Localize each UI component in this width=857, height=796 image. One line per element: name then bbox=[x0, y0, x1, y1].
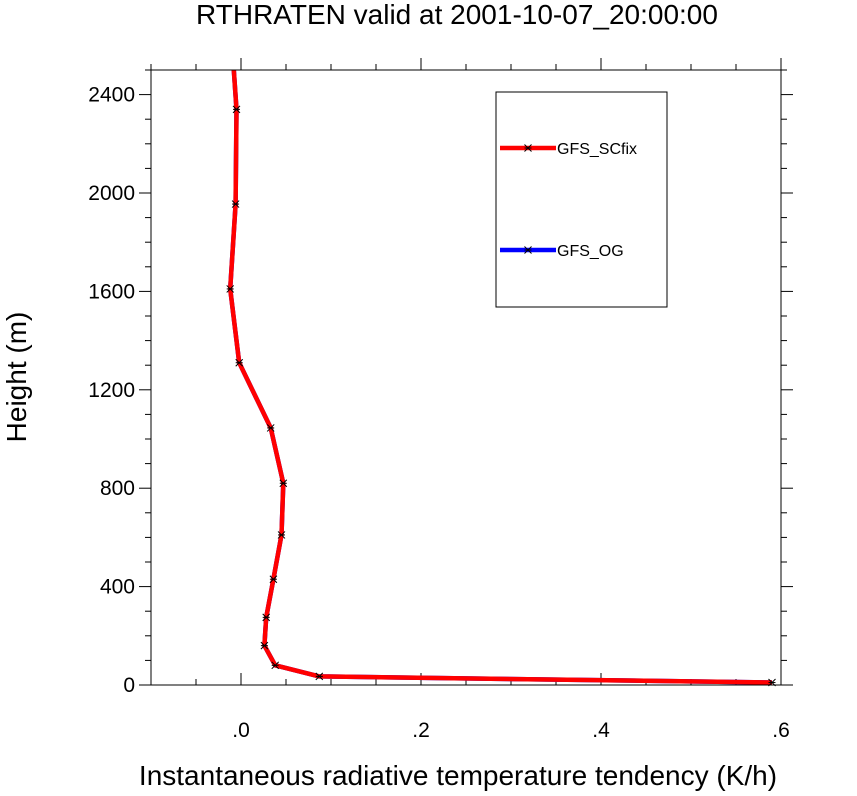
tick-labels: 0 400 800 1200 1600 2000 2400 .0 .2 .4 .6 bbox=[88, 84, 789, 742]
legend-marker bbox=[524, 246, 532, 254]
y-tick-label: 1600 bbox=[88, 280, 135, 303]
data-point-marker bbox=[231, 200, 240, 208]
data-point-marker bbox=[271, 661, 280, 670]
series-lines bbox=[226, 69, 776, 687]
data-point-marker bbox=[279, 479, 288, 488]
series-line-GFS_SCfix bbox=[227, 69, 773, 685]
data-point-marker bbox=[260, 641, 269, 650]
y-tick-label: 1200 bbox=[88, 379, 135, 402]
data-point-marker bbox=[232, 105, 241, 114]
chart-title: RTHRATEN valid at 2001-10-07_20:00:00 bbox=[196, 0, 718, 30]
y-tick-label: 2000 bbox=[88, 182, 135, 205]
data-point-marker bbox=[262, 613, 271, 622]
legend-marker bbox=[524, 144, 532, 152]
y-tick-label: 0 bbox=[123, 674, 135, 697]
legend-label: GFS_SCfix bbox=[557, 141, 637, 158]
y-axis-label: Height (m) bbox=[1, 312, 32, 443]
data-point-marker bbox=[269, 575, 278, 584]
x-tick-label: .0 bbox=[232, 719, 250, 742]
data-point-marker bbox=[235, 358, 244, 367]
plot-frame bbox=[150, 69, 782, 686]
y-tick-label: 800 bbox=[100, 477, 135, 500]
x-tick-label: .4 bbox=[592, 719, 610, 742]
y-tick-label: 400 bbox=[100, 576, 135, 599]
data-point-marker bbox=[315, 672, 324, 681]
series-line-GFS_OG bbox=[227, 69, 773, 685]
data-point-marker bbox=[277, 531, 286, 539]
legend-box bbox=[495, 91, 668, 308]
x-axis-label: Instantaneous radiative temperature tend… bbox=[139, 760, 777, 791]
legend: GFS_SCfix GFS_OG bbox=[495, 91, 668, 308]
x-tick-label: .2 bbox=[412, 719, 430, 742]
legend-label: GFS_OG bbox=[557, 243, 624, 260]
data-point-marker bbox=[266, 424, 275, 432]
y-tick-label: 2400 bbox=[88, 84, 135, 107]
data-point-marker bbox=[226, 285, 235, 293]
x-tick-label: .6 bbox=[772, 719, 790, 742]
